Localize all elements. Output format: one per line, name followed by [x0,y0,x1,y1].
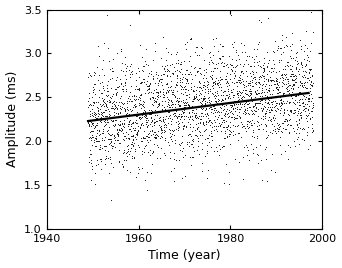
X-axis label: Time (year): Time (year) [148,250,221,262]
Y-axis label: Amplitude (ms): Amplitude (ms) [5,71,18,168]
